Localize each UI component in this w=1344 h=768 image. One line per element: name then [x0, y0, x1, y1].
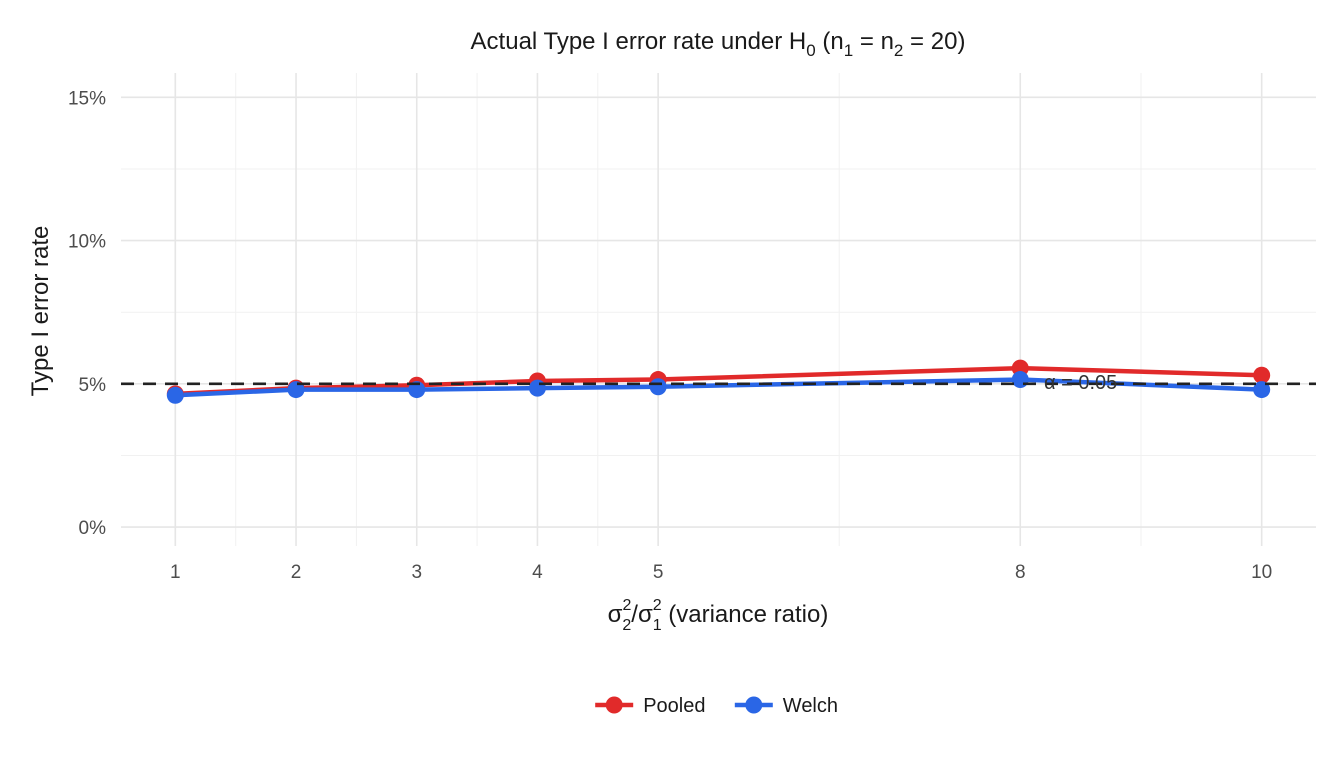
- x-tick-label: 4: [532, 562, 543, 583]
- data-point-welch: [408, 381, 426, 399]
- grid: [121, 73, 1316, 546]
- data-point-welch: [528, 379, 546, 397]
- y-tick-label: 10%: [68, 232, 106, 253]
- legend-label-pooled: Pooled: [643, 695, 705, 717]
- data-point-welch: [1011, 371, 1029, 389]
- x-axis: 1 2 3 4 5 8 10: [170, 562, 1272, 583]
- x-tick-label: 5: [653, 562, 664, 583]
- y-tick-label: 15%: [68, 88, 106, 109]
- data-point-welch: [649, 378, 667, 396]
- x-tick-label: 10: [1251, 562, 1272, 583]
- y-axis: 0% 5% 10% 15%: [68, 88, 106, 539]
- legend-key-point-welch: [745, 696, 763, 714]
- data-point-welch: [1253, 381, 1271, 399]
- reference-line-group: α = 0.05: [121, 372, 1316, 394]
- data-point-welch: [287, 381, 305, 399]
- x-tick-label: 1: [170, 562, 181, 583]
- legend: Pooled Welch: [595, 695, 838, 717]
- x-tick-label: 8: [1015, 562, 1026, 583]
- data-point-pooled: [1253, 366, 1271, 384]
- x-axis-title: σ2 2/σ2 1 (variance ratio): [608, 597, 829, 634]
- y-axis-title: Type I error rate: [27, 226, 54, 397]
- x-tick-label: 2: [291, 562, 302, 583]
- legend-label-welch: Welch: [783, 695, 838, 717]
- x-tick-label: 3: [411, 562, 422, 583]
- reference-line-label: α = 0.05: [1044, 372, 1117, 394]
- data-point-welch: [166, 386, 184, 404]
- chart-title: Actual Type I error rate under H0 (n1 = …: [471, 28, 966, 60]
- legend-key-point-pooled: [605, 696, 623, 714]
- y-tick-label: 0%: [79, 518, 107, 539]
- y-tick-label: 5%: [79, 375, 107, 396]
